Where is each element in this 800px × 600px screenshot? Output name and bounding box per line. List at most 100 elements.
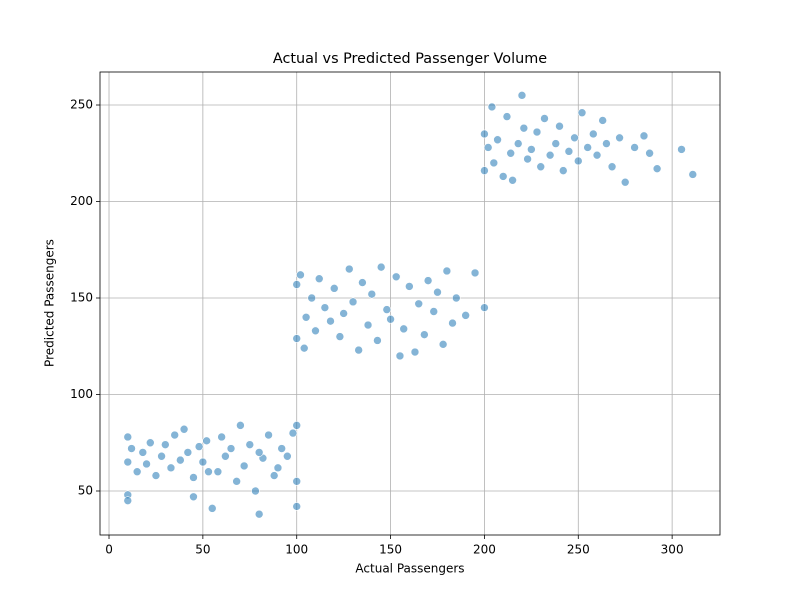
point (132, 467, 142, 476)
point (480, 303, 489, 312)
point (142, 459, 151, 469)
point (523, 154, 532, 164)
point (221, 451, 230, 461)
point (551, 139, 561, 148)
point (292, 280, 302, 289)
y-tick-label: 250 (70, 98, 93, 112)
point (382, 305, 392, 314)
point (183, 448, 193, 457)
x-tick-label: 50 (195, 543, 210, 557)
point (299, 343, 309, 353)
point (461, 311, 470, 320)
point (489, 158, 499, 168)
x-tick-label: 200 (473, 543, 496, 557)
point (264, 430, 273, 440)
point (202, 436, 211, 446)
point (138, 448, 148, 457)
point (405, 282, 414, 291)
point (414, 299, 424, 309)
point (630, 143, 639, 152)
point (339, 309, 348, 318)
point (588, 129, 598, 139)
plot-frame (99, 71, 721, 536)
point (577, 108, 587, 118)
point (292, 477, 302, 486)
point (348, 297, 358, 307)
point (354, 345, 363, 355)
point (573, 156, 583, 166)
point (307, 293, 317, 303)
point (251, 486, 260, 496)
x-tick-label: 0 (105, 543, 113, 557)
point (151, 471, 161, 480)
point (320, 303, 330, 312)
chart-title: Actual vs Predicted Passenger Volume (273, 51, 547, 67)
point (363, 320, 373, 330)
point (442, 266, 452, 276)
point (189, 473, 198, 482)
point (254, 509, 264, 519)
point (296, 270, 305, 280)
point (502, 112, 512, 121)
point (127, 444, 136, 453)
point (207, 504, 217, 513)
point (367, 289, 377, 299)
point (438, 340, 448, 349)
point (329, 284, 339, 293)
point (189, 492, 198, 502)
point (602, 139, 611, 148)
y-tick-label: 150 (70, 290, 93, 304)
y-tick-label: 200 (70, 194, 93, 208)
point (508, 175, 517, 185)
point (239, 461, 249, 471)
point (288, 428, 298, 438)
y-tick-label: 50 (78, 483, 93, 497)
point (311, 326, 320, 336)
point (480, 166, 489, 175)
point (273, 463, 283, 473)
point (226, 444, 236, 453)
point (204, 467, 213, 476)
point (470, 268, 480, 278)
point (283, 451, 292, 461)
point (677, 145, 686, 154)
point (146, 438, 155, 448)
point (451, 293, 461, 303)
point (269, 471, 279, 480)
y-axis-label: Predicted Passengers (43, 239, 57, 367)
point (555, 121, 564, 131)
point (592, 150, 602, 160)
point (179, 424, 189, 434)
point (236, 421, 245, 430)
point (506, 148, 516, 158)
point (420, 330, 429, 339)
point (335, 332, 345, 341)
point (277, 444, 287, 453)
point (564, 147, 574, 156)
point (536, 162, 546, 172)
x-tick-label: 100 (285, 543, 308, 557)
y-tick-label: 100 (70, 387, 93, 401)
point (176, 455, 185, 465)
point (399, 324, 409, 334)
point (254, 448, 264, 457)
point (688, 170, 698, 179)
x-axis-label: Actual Passengers (355, 562, 464, 576)
point (161, 440, 170, 449)
point (373, 336, 382, 345)
x-tick-label: 250 (567, 543, 590, 557)
point (292, 421, 302, 430)
point (519, 123, 529, 133)
point (376, 262, 386, 272)
point (527, 145, 536, 154)
point (358, 278, 367, 287)
point (545, 150, 555, 160)
point (123, 496, 133, 505)
point (513, 139, 523, 148)
point (607, 162, 617, 172)
point (517, 91, 527, 100)
point (540, 114, 549, 123)
point (620, 177, 630, 187)
point (213, 467, 223, 476)
point (314, 274, 324, 283)
